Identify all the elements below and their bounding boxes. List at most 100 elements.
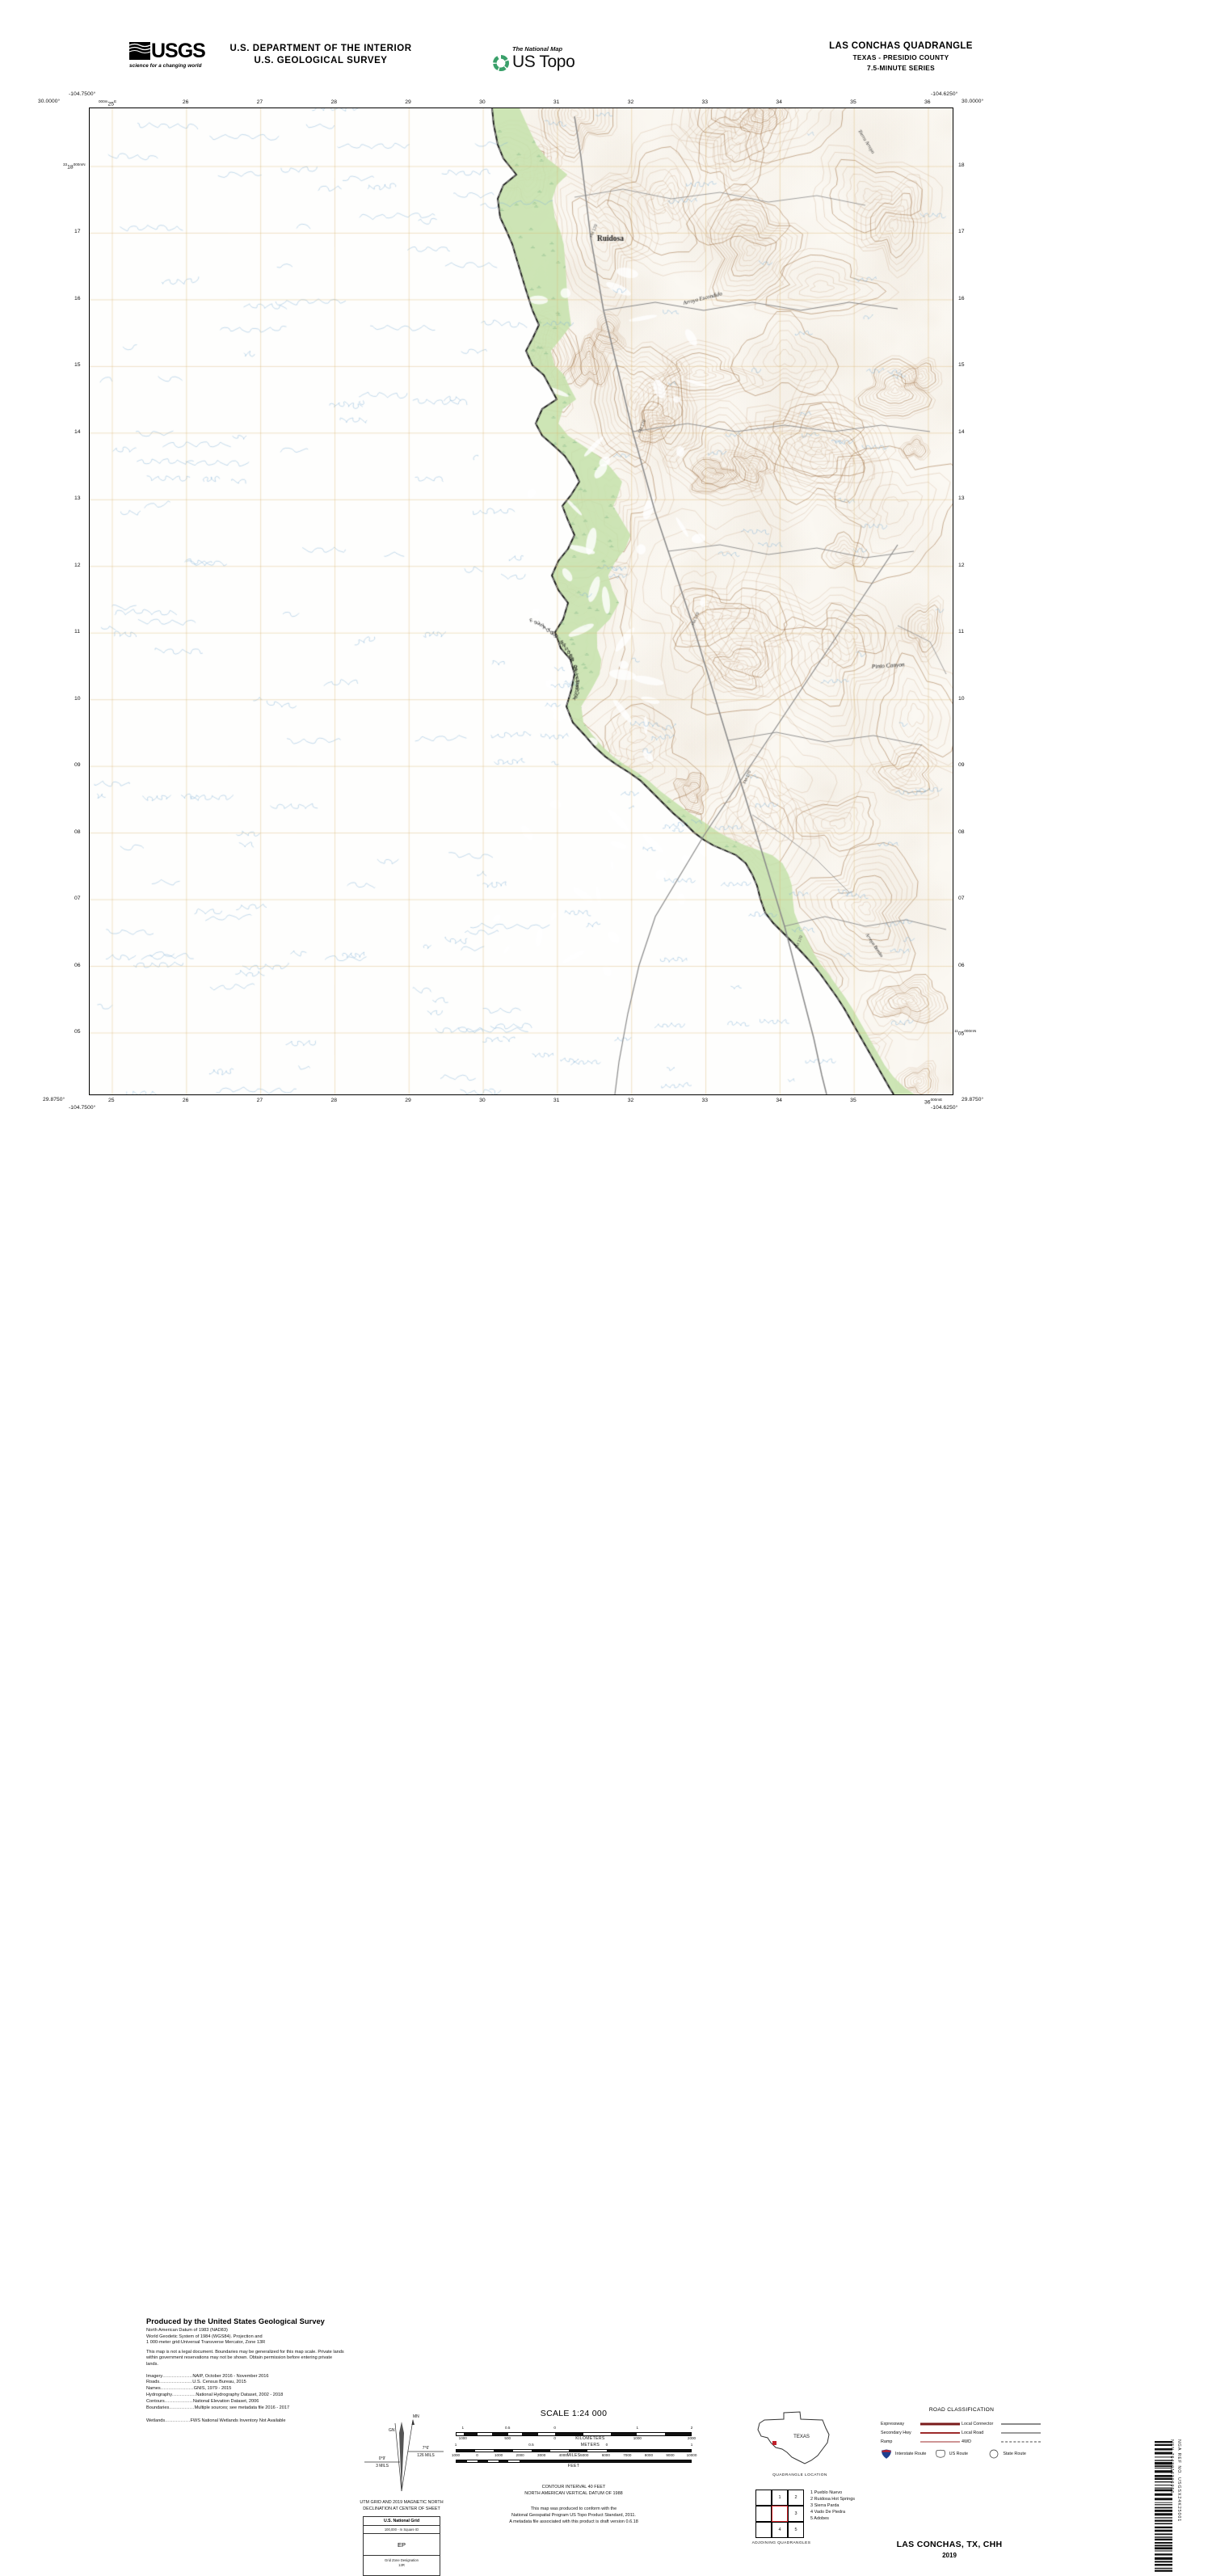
road-class-column-left: Expressway Secondary Hwy Ramp [881,2419,962,2446]
scale-bar-segment [522,2433,539,2435]
adjoining-list-item: 5 Adobes [810,2516,829,2522]
road-class-symbol [999,2421,1042,2427]
svg-text:0°9': 0°9' [379,2456,386,2461]
grid-label-bottom: 29 [405,1098,411,1103]
route-shield-label: State Route [1003,2452,1026,2456]
scale-tick-label: 500 [504,2436,511,2440]
source-dots: ................ [169,2405,195,2410]
grid-label-left: 15 [74,362,81,369]
source-dots: .................. [164,2398,193,2404]
declination-caption: UTM GRID AND 2019 MAGNETIC NORTH DECLINA… [335,2500,468,2512]
footer-map-name: LAS CONCHAS, TX, CHH [896,2540,1003,2549]
road-class-symbol [919,2430,962,2436]
scale-tick-label: 4000 [558,2452,567,2457]
scale-bar-segment [531,2449,550,2452]
national-map-label: The National Map [512,45,563,53]
usng-gzd: Grid Zone Designation 13R [364,2556,440,2570]
credits-datum-1: North American Datum of 1983 (NAD83) [146,2328,228,2333]
quadrangle-location-caption: QUADRANGLE LOCATION [772,2473,827,2477]
source-label: Roads [146,2380,160,2385]
source-dots: ..................... [160,2386,194,2392]
scale-bar-segment [494,2449,513,2452]
scale-tick-label: 8000 [644,2452,654,2457]
source-row: Names..................... GNIS, 1979 - 2… [146,2386,344,2393]
scale-bar-segment [457,2449,476,2452]
route-shield-cell: State Route [988,2449,1042,2459]
scale-bar-segment [520,2460,691,2462]
source-dots: ................... [162,2373,193,2379]
road-class-row: Expressway [881,2419,962,2428]
declination-caption-line-1: UTM GRID AND 2019 MAGNETIC NORTH [360,2500,444,2505]
source-label: Imagery [146,2373,163,2379]
route-shield-cell: Interstate Route [881,2449,935,2459]
map-neatline[interactable] [89,108,953,1095]
source-value: National Hydrography Dataset, 2002 - 201… [196,2392,284,2397]
scale-bar-segment [611,2433,638,2435]
grid-label-bottom: 33 [701,1098,709,1103]
corner-bottom-right-longitude: -104.6250° [931,1105,958,1111]
grid-label-left: 16 [74,295,81,301]
grid-label-top: 29 [405,99,411,105]
grid-label-bottom: 34 [776,1098,782,1103]
grid-label-right: 1105000mN [954,1029,977,1037]
road-class-symbol [919,2439,962,2445]
source-label: Hydrography [146,2392,173,2397]
grid-label-right: 11 [958,629,965,635]
wetlands-value: FWS National Wetlands Inventory Not Avai… [190,2418,286,2424]
scale-tick-label: 2000 [687,2436,696,2440]
source-value: NAIP, October 2016 - November 2016 [192,2373,269,2379]
scale-bar-unit: FEET [567,2463,580,2468]
road-class-symbol [919,2421,962,2427]
road-class-row: 4WD [962,2437,1042,2446]
scale-bar-segment [665,2433,691,2435]
grid-label-bottom: 28 [330,1098,338,1103]
corner-top-right-latitude: 30.0000° [962,99,984,104]
contour-interval-text: CONTOUR INTERVAL 40 FEET NORTH AMERICAN … [452,2484,695,2497]
scale-bar: 1 0.5 0 1 2 KILOMETERS [456,2426,692,2441]
texas-outline-icon: TEXAS [757,2411,830,2464]
scale-tick-label: 1000 [494,2452,503,2457]
scale-tick-label: 9000 [666,2452,675,2457]
grid-label-top: 34 [776,99,782,105]
svg-text:TEXAS: TEXAS [793,2435,810,2439]
series-label: 7.5-MINUTE SERIES [867,64,935,72]
grid-label-top: 30 [479,99,486,105]
topographic-map-canvas[interactable] [90,108,953,1094]
adjoining-cell [755,2490,772,2506]
grid-label-top: 28 [330,99,338,105]
declination-diagram: MN GN 0°9' 3 MILS 7°6' 126 MILS [364,2414,444,2492]
corner-top-right-longitude: -104.6250° [931,91,958,97]
state-shield-icon [989,2449,999,2459]
grid-label-left: 3318000mN [63,162,86,171]
grid-label-left: 09 [74,762,81,769]
adjoining-cell: 5 [788,2522,804,2538]
map-body[interactable] [89,108,953,1095]
source-table: Imagery................... NAIP, October … [146,2374,344,2412]
source-row: Boundaries................ Multiple sourc… [146,2405,344,2412]
quadrangle-name: LAS CONCHAS QUADRANGLE [829,41,973,51]
conformance-line-1: This map was produced to conform with th… [530,2506,617,2511]
source-label: Boundaries [146,2405,170,2410]
corner-bottom-right-latitude: 29.8750° [962,1097,984,1102]
footer-year: 2019 [942,2552,957,2559]
source-value: Multiple sources; see metadata file 2016… [194,2405,290,2410]
grid-label-top: 31 [553,99,560,105]
scale-bar-segment [606,2449,691,2452]
credits-block: Produced by the United States Geological… [146,2317,344,2425]
grid-label-top: 26 [182,99,189,105]
grid-label-bottom: 25 [108,1098,115,1103]
grid-label-right: 06 [958,962,965,968]
contour-interval: CONTOUR INTERVAL 40 FEET [541,2485,606,2490]
source-dots: ..................... [159,2380,193,2385]
scale-tick-label: 6000 [601,2452,610,2457]
road-class-label: 4WD [962,2439,971,2444]
source-dots: ............... [172,2392,196,2397]
grid-label-left: 17 [74,229,81,235]
usgs-logo: USGS science for a changing world [129,40,206,71]
adjoining-cell: 1 [772,2490,788,2506]
interstate-shield-icon [882,2449,891,2459]
grid-label-bottom: 35 [850,1098,856,1103]
us-shield-icon [935,2449,945,2458]
usng-subheader: 100,000 - m Square ID [364,2526,440,2534]
